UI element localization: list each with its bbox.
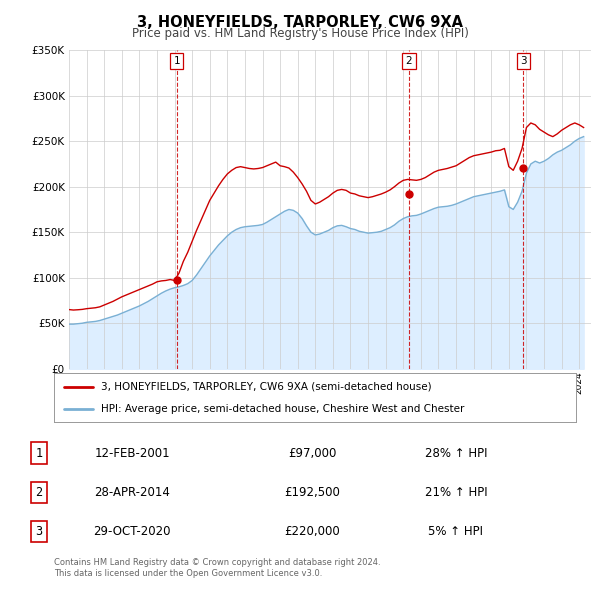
Text: 29-OCT-2020: 29-OCT-2020 (93, 525, 171, 538)
Text: £220,000: £220,000 (284, 525, 340, 538)
Text: 2: 2 (406, 56, 412, 66)
Text: 3: 3 (520, 56, 527, 66)
Text: 21% ↑ HPI: 21% ↑ HPI (425, 486, 487, 499)
Text: Contains HM Land Registry data © Crown copyright and database right 2024.: Contains HM Land Registry data © Crown c… (54, 558, 380, 566)
Text: HPI: Average price, semi-detached house, Cheshire West and Chester: HPI: Average price, semi-detached house,… (101, 404, 464, 414)
Text: 28-APR-2014: 28-APR-2014 (94, 486, 170, 499)
Text: 1: 1 (35, 447, 43, 460)
Text: 12-FEB-2001: 12-FEB-2001 (94, 447, 170, 460)
Text: 1: 1 (173, 56, 180, 66)
Text: 3, HONEYFIELDS, TARPORLEY, CW6 9XA: 3, HONEYFIELDS, TARPORLEY, CW6 9XA (137, 15, 463, 30)
Text: 5% ↑ HPI: 5% ↑ HPI (428, 525, 484, 538)
Text: Price paid vs. HM Land Registry's House Price Index (HPI): Price paid vs. HM Land Registry's House … (131, 27, 469, 40)
Text: £97,000: £97,000 (288, 447, 336, 460)
Text: 28% ↑ HPI: 28% ↑ HPI (425, 447, 487, 460)
Text: This data is licensed under the Open Government Licence v3.0.: This data is licensed under the Open Gov… (54, 569, 322, 578)
Text: 3, HONEYFIELDS, TARPORLEY, CW6 9XA (semi-detached house): 3, HONEYFIELDS, TARPORLEY, CW6 9XA (semi… (101, 382, 431, 392)
Text: £192,500: £192,500 (284, 486, 340, 499)
Text: 3: 3 (35, 525, 43, 538)
Text: 2: 2 (35, 486, 43, 499)
